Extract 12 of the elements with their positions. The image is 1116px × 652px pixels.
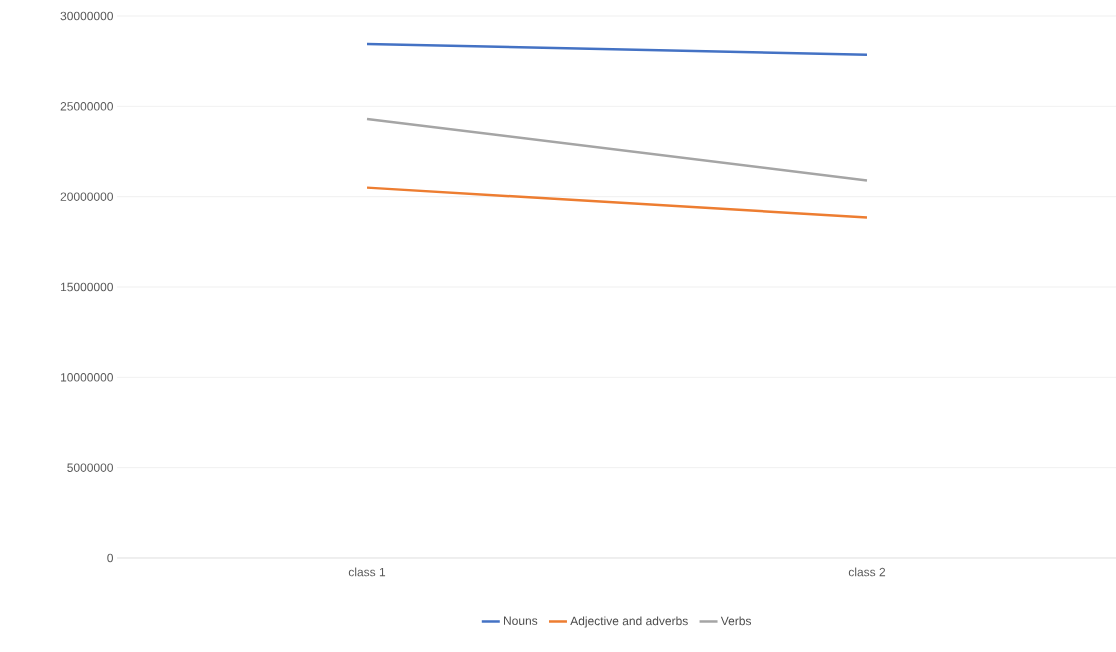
legend-label: Nouns (504, 616, 538, 625)
legend-label: Verbs (720, 616, 752, 626)
y-tick-label: 30000000 (60, 11, 113, 21)
y-tick-label: 5000000 (67, 463, 113, 472)
y-tick-label: 0 (107, 553, 114, 563)
y-tick-label: 10000000 (60, 373, 113, 382)
legend-label: Adjective and adverbs (570, 616, 688, 628)
y-tick-label: 15000000 (60, 282, 113, 292)
x-tick-label: class 1 (348, 567, 386, 577)
y-tick-label: 20000000 (60, 192, 113, 201)
y-tick-label: 25000000 (60, 102, 113, 111)
x-tick-label: class 2 (848, 567, 886, 577)
